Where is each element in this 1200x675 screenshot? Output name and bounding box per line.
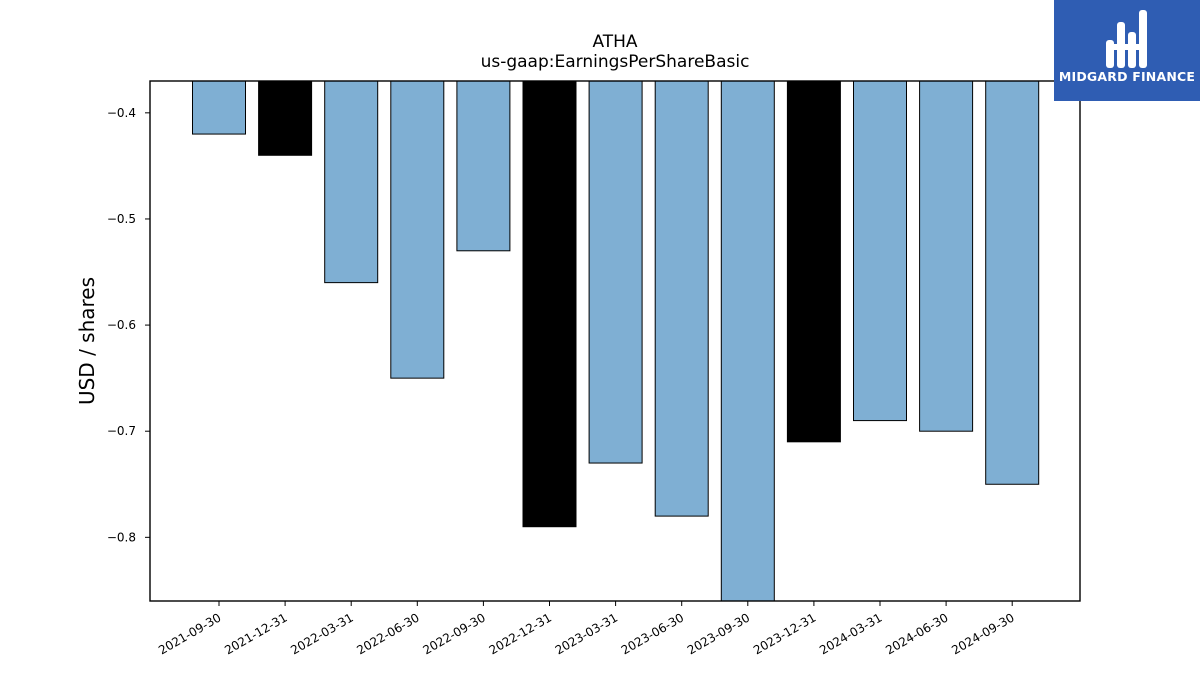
x-tick-label: 2021-12-31 [222, 610, 289, 657]
midgard-logo-icon [1106, 10, 1147, 68]
y-tick-label: −0.7 [107, 424, 136, 438]
chart-title: ATHA [592, 32, 638, 52]
y-axis-label: USD / shares [75, 276, 99, 406]
bar [258, 80, 313, 156]
x-tick-label: 2024-03-31 [817, 610, 884, 657]
x-tick-label: 2023-03-31 [553, 610, 620, 657]
x-tick-label: 2022-09-30 [420, 610, 487, 657]
x-tick-label: 2022-12-31 [487, 610, 554, 657]
logo-text: MIDGARD FINANCE [1058, 69, 1196, 84]
y-tick-label: −0.5 [107, 212, 136, 226]
bar [786, 80, 841, 443]
x-tick-label: 2021-09-30 [156, 610, 223, 657]
y-tick-label: −0.8 [107, 530, 136, 544]
x-tick-label: 2023-06-30 [619, 610, 686, 657]
x-tick-label: 2024-06-30 [883, 610, 950, 657]
bar [985, 80, 1040, 485]
bar [324, 80, 379, 284]
bar [853, 80, 907, 422]
x-tick-label: 2023-12-31 [751, 610, 818, 657]
x-tick-label: 2024-09-30 [949, 610, 1016, 657]
y-tick-label: −0.4 [107, 106, 136, 120]
bar [720, 80, 775, 602]
chart-subtitle: us-gaap:EarningsPerShareBasic [480, 52, 750, 72]
y-tick-label: −0.6 [107, 318, 136, 332]
plot-frame [149, 80, 1081, 602]
bar [588, 80, 643, 464]
x-tick-label: 2023-09-30 [685, 610, 752, 657]
midgard-finance-logo: MIDGARD FINANCE [1054, 0, 1200, 101]
bar [522, 80, 577, 528]
bar [192, 80, 246, 135]
x-tick-label: 2022-03-31 [288, 610, 355, 657]
bar [390, 80, 445, 379]
x-tick-label: 2022-06-30 [354, 610, 421, 657]
bar [654, 80, 709, 517]
bar [456, 80, 511, 252]
bar [919, 80, 974, 432]
